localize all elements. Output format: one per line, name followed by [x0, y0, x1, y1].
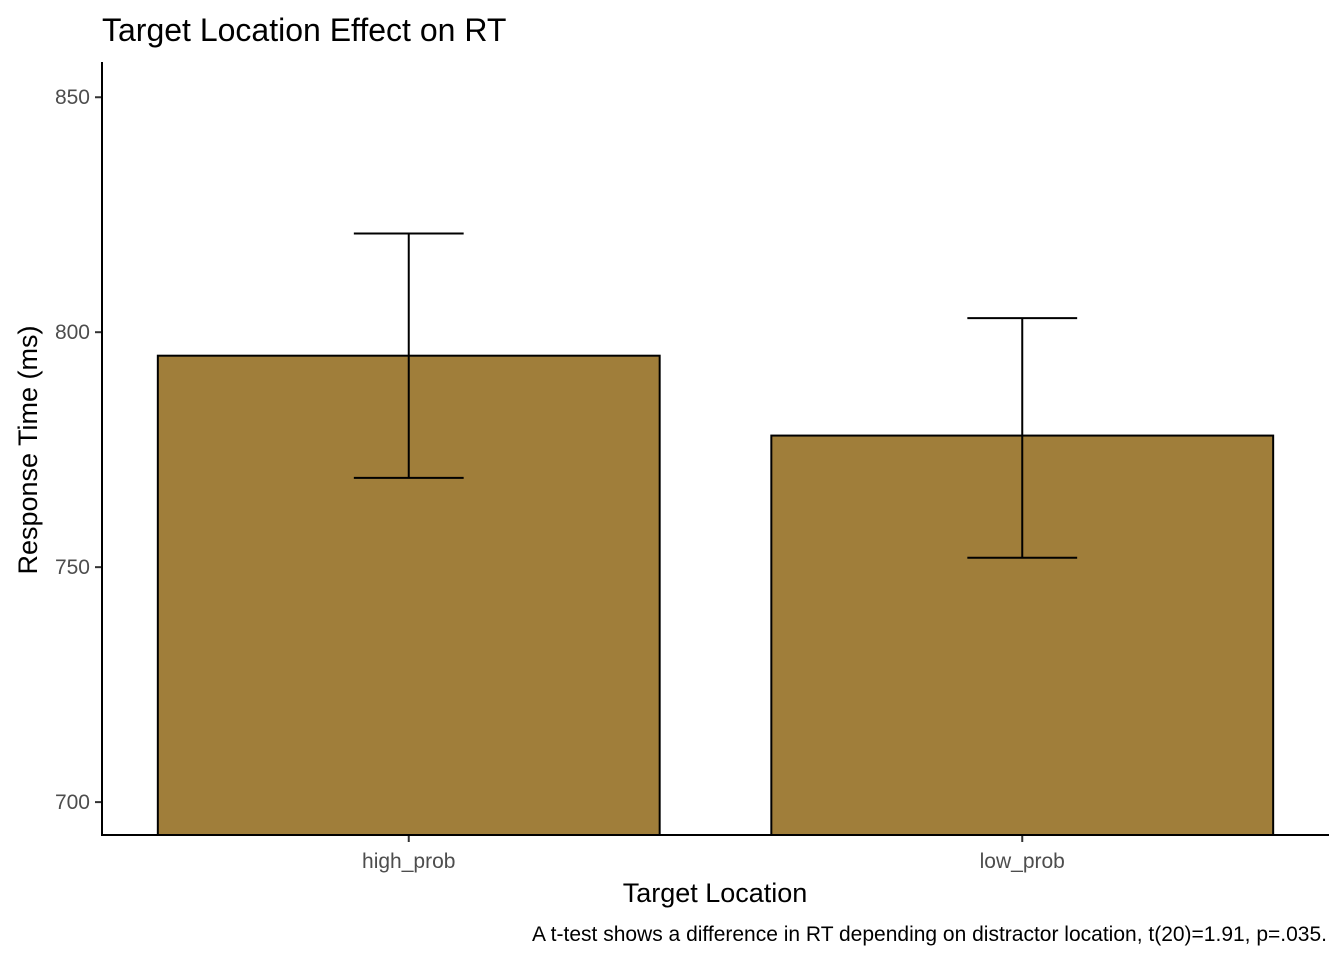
plot-area: high_prob low_prob 700 750 800 850 — [55, 62, 1329, 873]
y-tick-label-850: 850 — [55, 86, 90, 109]
y-tick-label-700: 700 — [55, 791, 90, 814]
y-axis-title: Response Time (ms) — [13, 325, 43, 574]
y-tick-label-800: 800 — [55, 321, 90, 344]
x-axis-title: Target Location — [623, 878, 808, 908]
chart-title: Target Location Effect on RT — [102, 12, 506, 48]
x-tick-label-low_prob: low_prob — [980, 850, 1065, 873]
x-tick-label-high_prob: high_prob — [362, 850, 455, 873]
y-tick-label-750: 750 — [55, 556, 90, 579]
chart-caption: A t-test shows a difference in RT depend… — [532, 923, 1327, 946]
